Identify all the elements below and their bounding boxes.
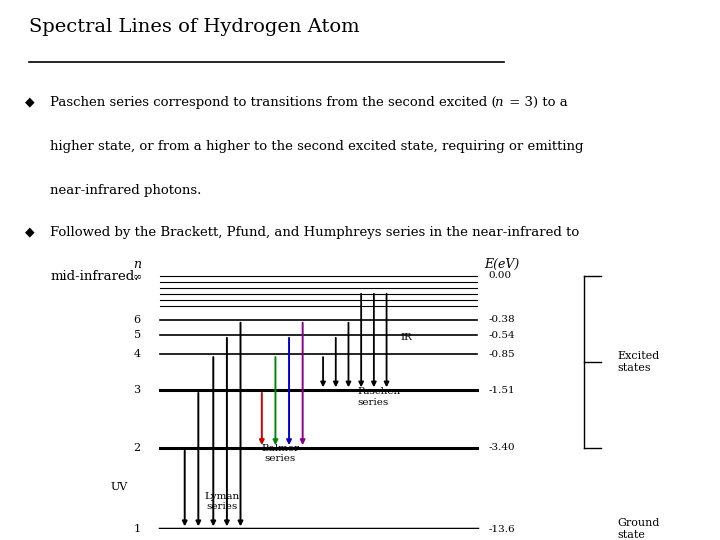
Text: 3: 3 [133, 385, 140, 395]
Text: higher state, or from a higher to the second excited state, requiring or emittin: higher state, or from a higher to the se… [50, 140, 584, 153]
Text: 4: 4 [133, 349, 140, 359]
Text: -1.51: -1.51 [489, 386, 516, 395]
Text: Paschen
series: Paschen series [357, 387, 400, 407]
Text: n: n [133, 258, 141, 271]
Text: UV: UV [110, 482, 127, 491]
Text: Ground
state: Ground state [617, 518, 660, 540]
Text: -0.54: -0.54 [489, 330, 516, 340]
Text: Excited
states: Excited states [617, 351, 660, 373]
Text: 6: 6 [133, 315, 140, 325]
Text: mid-infrared.: mid-infrared. [50, 269, 139, 282]
Text: E(eV): E(eV) [485, 258, 520, 271]
Text: -0.38: -0.38 [489, 315, 516, 325]
Text: Followed by the Brackett, Pfund, and Humphreys series in the near-infrared to: Followed by the Brackett, Pfund, and Hum… [50, 226, 580, 239]
Text: 5: 5 [133, 330, 140, 340]
Text: -3.40: -3.40 [489, 443, 516, 453]
Text: = 3) to a: = 3) to a [505, 96, 568, 109]
Text: n: n [494, 96, 503, 109]
Text: ∞: ∞ [132, 271, 142, 281]
Text: 0.00: 0.00 [489, 271, 512, 280]
Text: IR: IR [400, 333, 412, 342]
Text: ◆: ◆ [25, 226, 35, 239]
Text: 2: 2 [133, 443, 140, 453]
Text: Spectral Lines of Hydrogen Atom: Spectral Lines of Hydrogen Atom [29, 18, 359, 36]
Text: -0.85: -0.85 [489, 350, 516, 359]
Text: 1: 1 [133, 524, 140, 534]
Text: ◆: ◆ [25, 96, 35, 109]
Text: Lyman
series: Lyman series [204, 492, 240, 511]
Text: Paschen series correspond to transitions from the second excited (: Paschen series correspond to transitions… [50, 96, 497, 109]
Text: Balmer
series: Balmer series [261, 444, 299, 463]
Text: near-infrared photons.: near-infrared photons. [50, 184, 202, 197]
Text: -13.6: -13.6 [489, 525, 516, 534]
